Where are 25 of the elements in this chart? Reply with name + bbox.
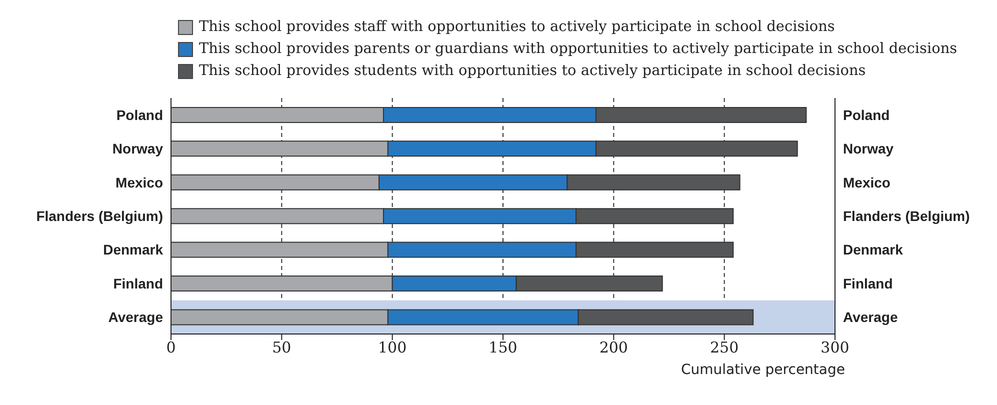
- category-label: Finland: [843, 275, 893, 292]
- text: Average: [843, 309, 898, 326]
- legend-label: This school provides staff with opportunities to actively participate in school decisions: [199, 19, 835, 35]
- y-tick-label: Poland: [116, 106, 163, 123]
- y-tick-label: Average: [108, 309, 164, 326]
- category-label: Poland: [843, 106, 890, 123]
- category-label: Mexico: [843, 174, 890, 190]
- x-tick-label: 150: [488, 338, 518, 357]
- y-tick-label: Denmark: [103, 242, 164, 258]
- y-tick-label: Norway: [112, 140, 164, 157]
- x-tick-label: 300: [820, 338, 850, 357]
- legend-label: This school provides parents or guardians with opportunities to actively participate in school decisions: [199, 41, 958, 57]
- category-label: Norway: [843, 140, 894, 157]
- x-tick-label: 50: [272, 338, 292, 357]
- legend-label: This school provides students with opportunities to actively participate in school decisions: [199, 63, 866, 79]
- category-label: Flanders (Belgium): [843, 208, 970, 224]
- category-label: Denmark: [843, 242, 903, 258]
- x-tick-label: 100: [378, 338, 407, 357]
- x-axis-title: Cumulative percentage: [680, 362, 845, 378]
- y-tick-label: Finland: [113, 275, 163, 292]
- y-tick-label: Mexico: [116, 174, 163, 190]
- x-tick-label: 250: [710, 338, 739, 357]
- x-tick-label: 0: [166, 338, 176, 357]
- y-tick-label: Flanders (Belgium): [36, 208, 163, 224]
- x-tick-label: 200: [599, 338, 628, 357]
